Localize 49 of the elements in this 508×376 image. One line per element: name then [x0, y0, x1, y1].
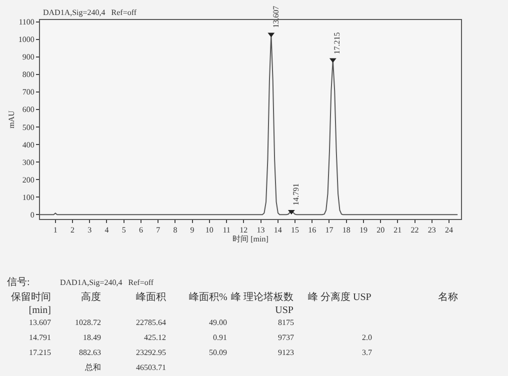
x-tick-label: 10 — [205, 226, 214, 235]
x-tick-label: 12 — [240, 226, 248, 235]
text: 13.607 1028.72 22785.64 49.00 8175 — [29, 318, 294, 327]
x-tick-label: 18 — [342, 226, 350, 235]
text: DAD1A,Sig=240,4 Ref=off — [60, 278, 154, 287]
y-tick-label: 800 — [22, 70, 34, 80]
text: 17.215 882.63 23292.95 50.09 9123 3.7 — [29, 348, 372, 357]
x-tick-label: 15 — [291, 226, 299, 235]
annotation: 14.791 — [291, 183, 300, 206]
x-tick-label: 14 — [274, 226, 282, 235]
text: 信号: — [7, 276, 30, 288]
x-tick-label: 8 — [173, 226, 178, 235]
y-tick-label: 700 — [22, 88, 34, 97]
x-tick-label: 1 — [53, 226, 58, 235]
x-tick-label: 21 — [394, 226, 402, 235]
y-tick-label: 600 — [22, 105, 34, 114]
y-tick-label: 100 — [22, 192, 34, 202]
text: 14.791 18.49 425.12 0.91 9737 2.0 — [29, 333, 372, 342]
annotation: 13.607 — [271, 6, 280, 28]
text: 总和 46503.71 — [85, 363, 166, 372]
y-tick-label: 900 — [22, 52, 34, 62]
x-tick-label: 4 — [104, 226, 109, 235]
x-tick-label: 17 — [325, 226, 334, 235]
y-tick-label: 1000 — [18, 35, 34, 44]
x-tick-label: 19 — [359, 226, 368, 235]
x-tick-label: 16 — [308, 226, 316, 235]
x-tick-label: 23 — [428, 226, 436, 235]
x-tick-label: 6 — [138, 226, 143, 235]
y-tick-label: 1100 — [18, 18, 34, 27]
x-tick-label: 5 — [122, 226, 126, 235]
y-tick-label: 300 — [22, 158, 34, 167]
x-tick-label: 11 — [222, 226, 230, 235]
x-tick-label: 2 — [70, 226, 75, 235]
x-tick-label: 20 — [376, 226, 385, 235]
x-tick-label: 3 — [88, 226, 92, 235]
x-axis-title: 时间 [min] — [232, 234, 269, 244]
x-tick-label: 22 — [410, 226, 419, 235]
x-tick-label: 13 — [256, 226, 265, 235]
x-tick-label: 7 — [156, 226, 160, 235]
y-tick-label: 400 — [22, 140, 34, 150]
y-tick-label: 200 — [22, 175, 34, 184]
text: 保留时间 [min] 高度 峰面积 峰面积% 峰 理论塔板数 USP 峰 分离度 USP 名称 — [11, 292, 458, 316]
y-tick-label: 0 — [30, 210, 34, 220]
annotation: 17.215 — [332, 32, 342, 54]
y-axis-title: mAU — [7, 110, 16, 128]
y-tick-label: 500 — [22, 122, 34, 132]
x-tick-label: 9 — [190, 226, 194, 235]
x-tick-label: 24 — [445, 226, 454, 235]
chart-title: DAD1A,Sig=240,4 Ref=off — [43, 8, 137, 17]
